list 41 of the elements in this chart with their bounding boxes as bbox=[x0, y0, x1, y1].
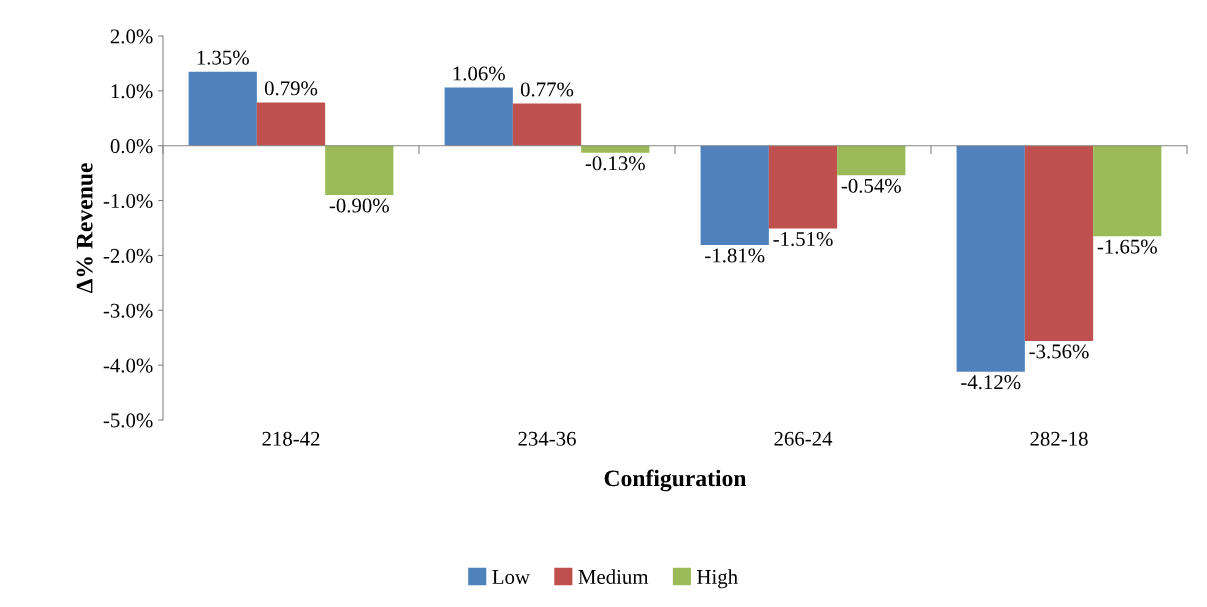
data-label: 1.06% bbox=[453, 66, 505, 81]
legend-label: Low bbox=[492, 570, 530, 584]
data-label: -1.65% bbox=[1097, 239, 1157, 254]
bar bbox=[768, 145, 838, 229]
bar bbox=[188, 71, 257, 146]
data-label: 1.35% bbox=[197, 50, 249, 65]
x-tick-label: 282-18 bbox=[1030, 431, 1088, 446]
y-axis-title: Δ% Revenue bbox=[76, 163, 93, 294]
data-label: -1.51% bbox=[773, 231, 833, 247]
data-label: -0.54% bbox=[841, 178, 901, 193]
data-label: -1.81% bbox=[705, 248, 765, 263]
bar bbox=[956, 145, 1025, 372]
x-tick-label: 218-42 bbox=[262, 431, 320, 446]
bar bbox=[444, 87, 513, 146]
y-tick-label: -4.0% bbox=[103, 358, 153, 373]
data-label: -4.12% bbox=[961, 375, 1021, 390]
legend-label: High bbox=[697, 569, 738, 589]
data-label: -3.56% bbox=[1029, 344, 1089, 359]
y-tick-label: -2.0% bbox=[103, 248, 153, 263]
y-tick-label: 0.0% bbox=[110, 139, 153, 154]
bar bbox=[325, 145, 394, 196]
bar bbox=[1093, 145, 1162, 237]
bar bbox=[581, 145, 650, 153]
x-tick-label: 234-36 bbox=[518, 431, 576, 446]
bar bbox=[512, 103, 582, 146]
y-tick-label: 1.0% bbox=[111, 84, 153, 99]
y-tick-label: -5.0% bbox=[103, 413, 153, 428]
data-label: 0.79% bbox=[264, 81, 318, 96]
bar bbox=[700, 145, 769, 246]
legend-label: Medium bbox=[578, 569, 649, 584]
bar bbox=[256, 102, 326, 146]
bar bbox=[1024, 145, 1094, 342]
x-axis-title: Configuration bbox=[604, 469, 747, 492]
data-label: 0.77% bbox=[520, 82, 574, 97]
y-tick-label: -3.0% bbox=[103, 303, 153, 318]
data-label: -0.90% bbox=[329, 198, 389, 213]
y-tick-label: -1.0% bbox=[103, 193, 153, 209]
y-tick-label: 2.0% bbox=[110, 29, 153, 44]
x-tick-label: 266-24 bbox=[774, 431, 833, 446]
data-label: -0.13% bbox=[585, 156, 645, 171]
bar bbox=[837, 145, 906, 176]
